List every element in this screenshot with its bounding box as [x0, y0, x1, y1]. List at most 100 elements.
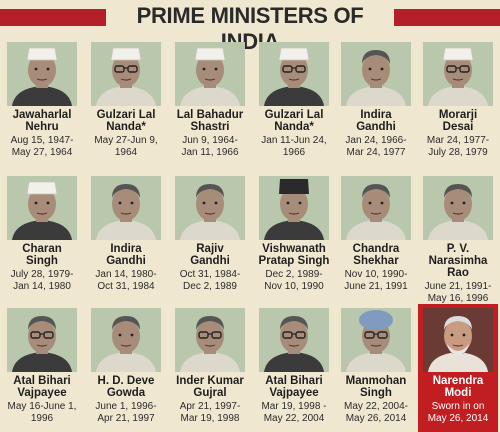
term-line: Jan 11-Jun 24,	[261, 135, 327, 146]
minister-name: Gulzari Lal Nanda*	[86, 109, 166, 133]
term-line: Mar 24, 1977-	[426, 135, 490, 146]
name-line: Vajpayee	[17, 387, 67, 399]
minister-card: Rajiv Gandhi Oct 31, 1984- Dec 2, 1989	[170, 172, 250, 300]
minister-card: Atal Bihari Vajpayee Mar 19, 1998 - May 22,…	[254, 304, 334, 432]
minister-name: Indira Gandhi	[86, 243, 166, 267]
minister-name: Narendra Modi	[418, 375, 498, 399]
term-dates: Apr 21, 1997- Mar 19, 1998	[170, 401, 250, 424]
portrait-photo	[175, 308, 245, 372]
name-line: Indira	[360, 109, 392, 121]
name-line: Gandhi	[190, 255, 230, 267]
minister-card: Atal Bihari Vajpayee May 16-June 1, 1996	[2, 304, 82, 432]
portrait-graphic	[180, 47, 240, 106]
name-line: Atal Bihari	[13, 375, 71, 387]
name-line: Gujral	[193, 387, 227, 399]
portrait-photo	[7, 308, 77, 372]
minister-name: Atal Bihari Vajpayee	[2, 375, 82, 399]
term-dates: May 16-June 1, 1996	[2, 401, 82, 424]
name-line: Shekhar	[353, 255, 399, 267]
portrait-graphic	[346, 50, 406, 106]
term-line: June 21, 1991-	[424, 281, 492, 292]
minister-card: Morarji Desai Mar 24, 1977- July 28, 1979	[418, 38, 498, 166]
minister-name: Atal Bihari Vajpayee	[254, 375, 334, 399]
name-line: Modi	[444, 387, 472, 399]
term-line: July 28, 1979-	[10, 269, 74, 280]
minister-name: Indira Gandhi	[336, 109, 416, 133]
portrait-photo	[175, 176, 245, 240]
minister-name: Morarji Desai	[418, 109, 498, 133]
portrait-graphic	[96, 184, 156, 240]
name-line: Narasimha Rao	[428, 255, 488, 279]
portrait-graphic	[428, 47, 488, 106]
term-line: Apr 21, 1997-	[179, 401, 241, 412]
name-line: Vishwanath	[262, 243, 326, 255]
portrait-photo	[7, 176, 77, 240]
minister-card: Gulzari Lal Nanda* May 27-Jun 9, 1964	[86, 38, 166, 166]
name-line: Manmohan	[345, 375, 407, 387]
portrait-graphic	[12, 47, 72, 106]
minister-card: Lal Bahadur Shastri Jun 9, 1964- Jan 11, 19…	[170, 38, 250, 166]
portrait-photo	[341, 42, 411, 106]
term-line: May 22, 2004	[263, 412, 325, 424]
portrait-photo	[259, 42, 329, 106]
title-band-right	[394, 9, 500, 26]
term-dates: Dec 2, 1989- Nov 10, 1990	[254, 269, 334, 292]
title-bar: PRIME MINISTERS OF INDIA	[0, 0, 500, 54]
portrait-graphic	[12, 316, 72, 372]
minister-card: Jawaharlal Nehru Aug 15, 1947- May 27, 1964	[2, 38, 82, 166]
name-line: Indira	[110, 243, 142, 255]
name-line: Inder Kumar	[176, 375, 244, 387]
term-dates: Nov 10, 1990- June 21, 1991	[336, 269, 416, 292]
term-line: Mar 19, 1998 -	[261, 401, 327, 412]
portrait-photo	[423, 308, 493, 372]
name-line: Nehru	[25, 121, 59, 133]
minister-name: Vishwanath Pratap Singh	[254, 243, 334, 267]
name-line: Singh	[360, 387, 392, 399]
minister-card: Indira Gandhi Jan 24, 1966- Mar 24, 1977	[336, 38, 416, 166]
term-line: Jan 11, 1966	[181, 146, 239, 158]
term-line: May 27-Jun 9,	[94, 135, 158, 146]
portrait-graphic	[264, 47, 324, 106]
term-line: Mar 24, 1977	[346, 146, 406, 158]
term-dates: May 22, 2004- May 26, 2014	[336, 401, 416, 424]
portrait-photo	[259, 176, 329, 240]
term-line: Apr 21, 1997	[97, 412, 155, 424]
minister-name: Inder Kumar Gujral	[170, 375, 250, 399]
minister-name: Gulzari Lal Nanda*	[254, 109, 334, 133]
term-line: Jun 9, 1964-	[182, 135, 238, 146]
minister-card: P. V. Narasimha Rao June 21, 1991- May 16, …	[418, 172, 498, 304]
name-line: Rajiv	[196, 243, 224, 255]
name-line: Pratap Singh	[258, 255, 330, 267]
name-line: Jawaharlal	[12, 109, 72, 121]
minister-name: Charan Singh	[2, 243, 82, 267]
minister-card: H. D. Deve Gowda June 1, 1996- Apr 21, 1997	[86, 304, 166, 432]
term-line: Nov 10, 1990	[264, 280, 324, 292]
name-line: Singh	[26, 255, 58, 267]
term-line: Jan 14, 1980-	[95, 269, 157, 280]
term-line: May 16-June 1,	[7, 401, 77, 412]
minister-card: Vishwanath Pratap Singh Dec 2, 1989- Nov 10…	[254, 172, 334, 300]
term-line: Mar 19, 1998	[180, 412, 240, 424]
portrait-graphic	[346, 184, 406, 240]
term-dates: June 21, 1991- May 16, 1996	[418, 281, 498, 304]
name-line: Lal Bahadur	[176, 109, 244, 121]
portrait-photo	[91, 308, 161, 372]
portrait-graphic	[180, 184, 240, 240]
term-line: May 16, 1996	[427, 292, 489, 304]
term-line: June 1, 1996-	[95, 401, 157, 412]
term-line: Sworn in on	[431, 401, 485, 412]
minister-name: H. D. Deve Gowda	[86, 375, 166, 399]
portrait-graphic	[428, 316, 488, 372]
term-dates: July 28, 1979- Jan 14, 1980	[2, 269, 82, 292]
minister-card: Gulzari Lal Nanda* Jan 11-Jun 24, 1966	[254, 38, 334, 166]
term-line: June 21, 1991	[344, 280, 408, 292]
minister-card: Charan Singh July 28, 1979- Jan 14, 1980	[2, 172, 82, 300]
portrait-photo	[423, 42, 493, 106]
term-line: Dec 2, 1989	[183, 280, 237, 292]
portrait-photo	[259, 308, 329, 372]
name-line: Narendra	[432, 375, 484, 387]
minister-card: Chandra Shekhar Nov 10, 1990- June 21, 1991	[336, 172, 416, 300]
portrait-graphic	[264, 179, 324, 240]
minister-card: Narendra Modi Sworn in on May 26, 2014	[418, 304, 498, 432]
